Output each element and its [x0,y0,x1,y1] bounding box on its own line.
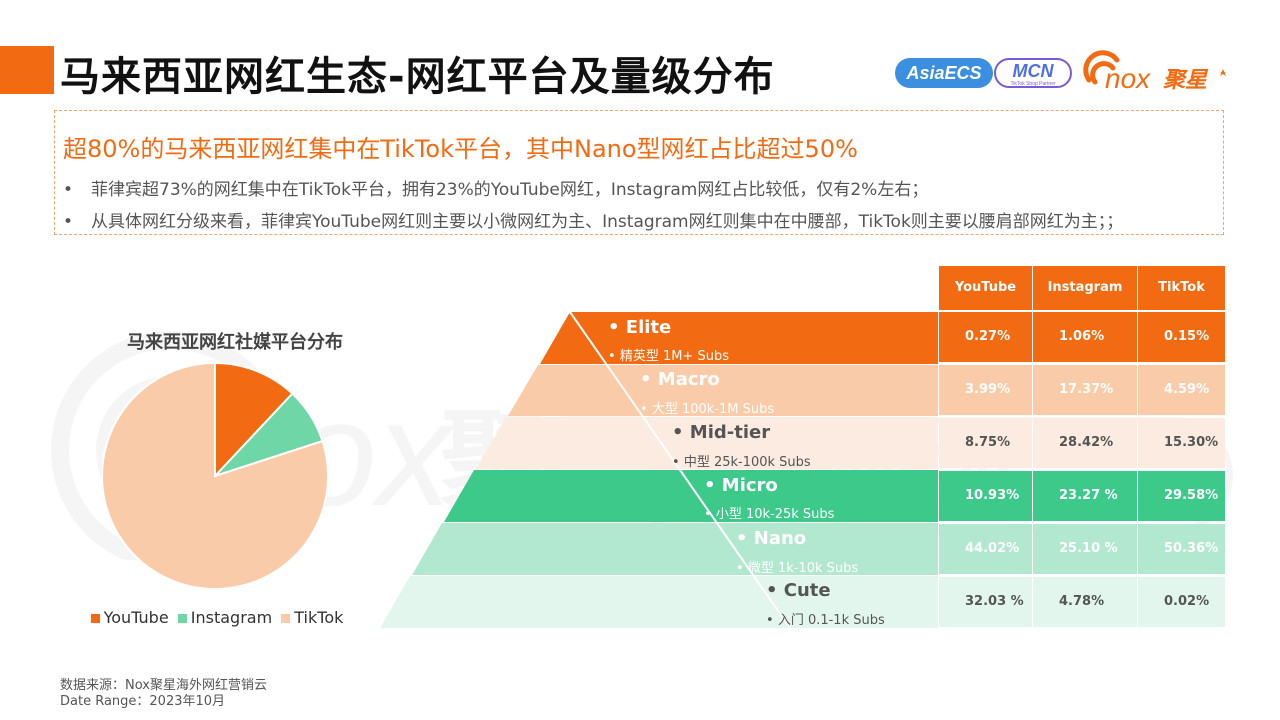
tier-sub-elite: • 精英型 1M+ Subs [608,349,729,364]
summary-headline: 超80%的马来西亚网红集中在TikTok平台，其中Nano型网红占比超过50% [63,135,858,163]
table-cell: 0.27% [939,312,1032,362]
legend-swatch-youtube [90,614,100,623]
mcn-tagline: TikTok Shop Partner [1010,81,1055,87]
page-title: 马来西亚网红生态-网红平台及量级分布 [60,54,775,100]
tier-band-nano [412,523,938,575]
legend-label-instagram: Instagram [190,608,273,627]
table-cell: 23.27 % [1033,471,1137,521]
summary-bullet: • 从具体网红分级来看，菲律宾YouTube网红则主要以小微网红为主、Instag… [63,212,1124,232]
tier-name-midtier: • Mid-tier [672,422,771,443]
table-cell: 3.99% [939,365,1032,415]
table-cell: 29.58% [1138,471,1225,521]
pyramid-divider [569,311,791,629]
title-accent-bar [0,46,54,94]
tier-name-text: Micro [721,475,778,496]
tier-band-micro [444,470,938,522]
tier-band-cute [380,576,938,628]
table-cell: 4.78% [1033,577,1137,627]
table-cell: 32.03 % [939,577,1032,627]
tier-name-text: Cute [783,580,831,601]
nox-cn-text: 聚星 [1162,68,1209,93]
tier-sub-midtier: • 中型 25k-100k Subs [672,455,811,470]
source-line: 数据来源：Nox聚星海外网红营销云 [60,678,267,693]
tier-sub-text: 中型 25k-100k Subs [683,455,811,470]
pie-slice-tiktok [102,363,328,589]
table-header-tiktok: TikTok [1138,266,1225,310]
pie-chart [102,363,328,589]
tier-name-elite: • Elite [608,317,672,338]
table-cell: 10.93% [939,471,1032,521]
tier-sub-nano: • 微型 1k-10k Subs [736,561,859,576]
table-header-instagram: Instagram [1033,266,1137,310]
pie-slice-youtube [214,363,294,479]
table-header-youtube: YouTube [939,266,1032,310]
tier-sub-cute: • 入门 0.1-1k Subs [766,613,885,628]
table-cell: 0.02% [1138,577,1225,627]
table-cell: 1.06% [1033,312,1137,362]
mcn-text: MCN [1013,61,1055,81]
nox-logo: nox 聚星 [1083,50,1226,94]
table-cell: 4.59% [1138,365,1225,415]
legend-swatch-tiktok [281,614,291,623]
table-cell: 44.02% [939,524,1032,574]
tier-name-macro: • Macro [640,369,720,390]
legend-label-tiktok: TikTok [294,608,344,627]
legend-label-youtube: YouTube [103,608,169,627]
table-cell: 0.15% [1138,312,1225,362]
tier-band-midtier [476,417,938,469]
tier-name-micro: • Micro [704,475,778,496]
table-cell: 8.75% [939,418,1032,468]
summary-bullet-text: 菲律宾超73%的网红集中在TikTok平台，拥有23%的YouTube网红，In… [91,180,929,200]
pie-title: 马来西亚网红社媒平台分布 [127,332,343,353]
table-cell: 17.37% [1033,365,1137,415]
tier-sub-text: 大型 100k-1M Subs [651,402,775,417]
tier-name-text: Elite [625,317,672,338]
tier-name-text: Nano [753,528,807,549]
tier-sub-text: 小型 10k-25k Subs [715,507,835,522]
tier-band-elite [540,312,938,364]
pie-legend: YouTube Instagram TikTok [0,608,430,627]
table-cell: 15.30% [1138,418,1225,468]
table-cell: 25.10 % [1033,524,1137,574]
summary-box: 超80%的马来西亚网红集中在TikTok平台，其中Nano型网红占比超过50% … [54,110,1224,235]
summary-bullet: • 菲律宾超73%的网红集中在TikTok平台，拥有23%的YouTube网红，I… [63,180,929,200]
summary-bullet-text: 从具体网红分级来看，菲律宾YouTube网红则主要以小微网红为主、Instagr… [91,212,1124,232]
tier-sub-micro: • 小型 10k-25k Subs [704,507,835,522]
table-cell: 50.36% [1138,524,1225,574]
tier-sub-macro: • 大型 100k-1M Subs [640,402,775,417]
date-range-line: Date Range：2023年10月 [60,694,226,709]
tier-name-cute: • Cute [766,580,831,601]
source-note: 数据来源：Nox聚星海外网红营销云 Date Range：2023年10月 [60,678,267,710]
table-cell: 28.42% [1033,418,1137,468]
legend-swatch-instagram [177,614,187,623]
tier-name-text: Mid-tier [689,422,771,443]
nox-latin-text: nox [1105,63,1151,94]
tier-sub-text: 微型 1k-10k Subs [747,561,859,576]
tier-name-text: Macro [657,369,720,390]
tier-sub-text: 精英型 1M+ Subs [619,349,729,364]
asiaecs-mcn-logo: AsiaECS MCN TikTok Shop Partner [895,58,1072,88]
tier-name-nano: • Nano [736,528,807,549]
asiaecs-text: AsiaECS [905,63,981,83]
tier-sub-text: 入门 0.1-1k Subs [777,613,885,628]
